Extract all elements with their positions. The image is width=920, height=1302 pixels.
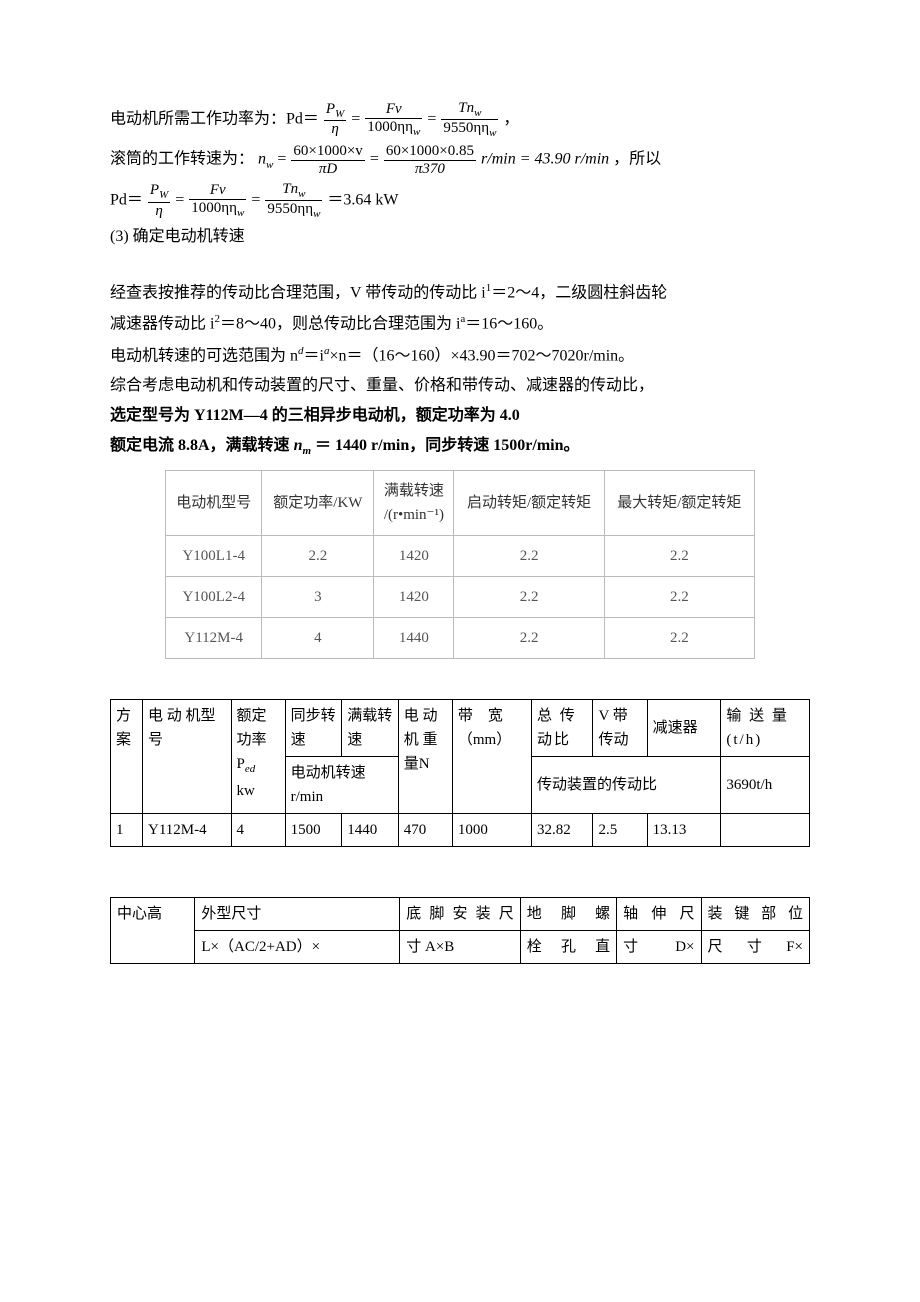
table-row: L×（AC/2+AD）× 寸 A×B 栓 孔 直 寸 D× 尺 寸 F× — [111, 931, 810, 964]
eq: = — [370, 151, 383, 168]
th-weight: 电 动机 重量N — [398, 700, 452, 814]
frac-fv: Fv 1000ηηw — [365, 101, 422, 138]
table-row: Y100L1-4 2.2 1420 2.2 2.2 — [166, 536, 755, 577]
text: 电动机所需工作功率为：Pd＝ — [110, 110, 319, 127]
formula-line-1: 电动机所需工作功率为：Pd＝ PW η = Fv 1000ηηw = Tnw 9… — [110, 100, 810, 139]
eq: = — [427, 110, 440, 127]
th-ratio: 传动装置的传动比 — [531, 757, 720, 814]
eq: = — [175, 191, 188, 208]
th-foot: 底脚安装尺 — [400, 898, 521, 931]
dimension-table: 中心高 外型尺寸 底脚安装尺 地 脚 螺 轴伸尺 装键部位 L×（AC/2+AD… — [110, 897, 810, 964]
text: Pd＝ — [110, 191, 143, 208]
para-6: 额定电流 8.8A，满载转速 nm ＝ 1440 r/min，同步转速 1500… — [110, 433, 810, 461]
para-1: 经查表按推荐的传动比合理范围，V 带传动的传动比 i1＝2～4，二级圆柱斜齿轮 — [110, 280, 810, 306]
th-model: 电 动 机型号 — [142, 700, 231, 814]
table-row: 1 Y112M-4 4 1500 1440 470 1000 32.82 2.5… — [111, 814, 810, 847]
frac-pw-eta2: PW η — [148, 182, 170, 219]
table-row: 方案 电 动 机型号 额定功率Ped kw 同步转速 满载转速 电 动机 重量N… — [111, 700, 810, 757]
frac-tnw2: Tnw 9550ηηw — [265, 181, 322, 220]
frac-60-085: 60×1000×0.85 π370 — [384, 143, 476, 177]
formula-line-2: 滚筒的工作转速为： nw = 60×1000×v πD = 60×1000×0.… — [110, 143, 810, 177]
th-shaft: 轴伸尺 — [617, 898, 701, 931]
th-reducer: 减速器 — [647, 700, 721, 757]
text: 滚筒的工作转速为： — [110, 151, 254, 168]
formula-line-3: Pd＝ PW η = Fv 1000ηηw = Tnw 9550ηηw ＝3.6… — [110, 181, 810, 220]
th-max-torque: 最大转矩/额定转矩 — [604, 471, 754, 536]
frac-tnw: Tnw 9550ηηw — [441, 100, 498, 139]
text: ， — [503, 110, 519, 127]
text: ＝3.64 kW — [327, 191, 398, 208]
th-start-torque: 启动转矩/额定转矩 — [454, 471, 604, 536]
th-power: 额定功率Ped kw — [231, 700, 285, 814]
th-vbelt: V 带传动 — [593, 700, 647, 757]
eq: = — [251, 191, 264, 208]
th-center-h: 中心高 — [111, 898, 195, 964]
para-2: 减速器传动比 i2＝8～40，则总传动比合理范围为 ia＝16～160。 — [110, 311, 810, 337]
eq: = — [351, 110, 364, 127]
table-row: Y112M-4 4 1440 2.2 2.2 — [166, 618, 755, 659]
th-sync: 同步转速 — [285, 700, 342, 757]
th-width: 带 宽（mm） — [452, 700, 531, 814]
th-total: 总 传动比 — [531, 700, 592, 757]
frac-pw-eta: PW η — [324, 101, 346, 138]
frac-fv2: Fv 1000ηηw — [189, 182, 246, 219]
th-key: 装键部位 — [701, 898, 809, 931]
th-speed: 满载转速/(r•min⁻¹) — [374, 471, 454, 536]
scheme-table: 方案 电 动 机型号 额定功率Ped kw 同步转速 满载转速 电 动机 重量N… — [110, 699, 810, 847]
th-full: 满载转速 — [342, 700, 399, 757]
para-3: 电动机转速的可选范围为 nd＝ia×n＝（16～160）×43.90＝702～7… — [110, 343, 810, 369]
motor-table: 电动机型号 额定功率/KW 满载转速/(r•min⁻¹) 启动转矩/额定转矩 最… — [165, 470, 755, 659]
table-row: 中心高 外型尺寸 底脚安装尺 地 脚 螺 轴伸尺 装键部位 — [111, 898, 810, 931]
th-qty: 输 送 量(t/h) — [721, 700, 810, 757]
table-row: Y100L2-4 3 1420 2.2 2.2 — [166, 577, 755, 618]
th-output: 3690t/h — [721, 757, 810, 814]
table-header-row: 电动机型号 额定功率/KW 满载转速/(r•min⁻¹) 启动转矩/额定转矩 最… — [166, 471, 755, 536]
eq: = — [277, 151, 290, 168]
th-model: 电动机型号 — [166, 471, 262, 536]
result: r/min = 43.90 r/min — [481, 151, 609, 168]
text: ，所以 — [613, 151, 661, 168]
section-heading: (3) 确定电动机转速 — [110, 224, 810, 250]
frac-60v: 60×1000×v πD — [291, 143, 364, 177]
th-scheme: 方案 — [111, 700, 143, 814]
th-hole: 地 脚 螺 — [520, 898, 616, 931]
th-motor-speed: 电动机转速 r/min — [285, 757, 398, 814]
para-4: 综合考虑电动机和传动装置的尺寸、重量、价格和带传动、减速器的传动比， — [110, 373, 810, 399]
th-power: 额定功率/KW — [262, 471, 374, 536]
para-5: 选定型号为 Y112M—4 的三相异步电动机，额定功率为 4.0 — [110, 403, 810, 429]
th-outer: 外型尺寸 — [195, 898, 400, 931]
